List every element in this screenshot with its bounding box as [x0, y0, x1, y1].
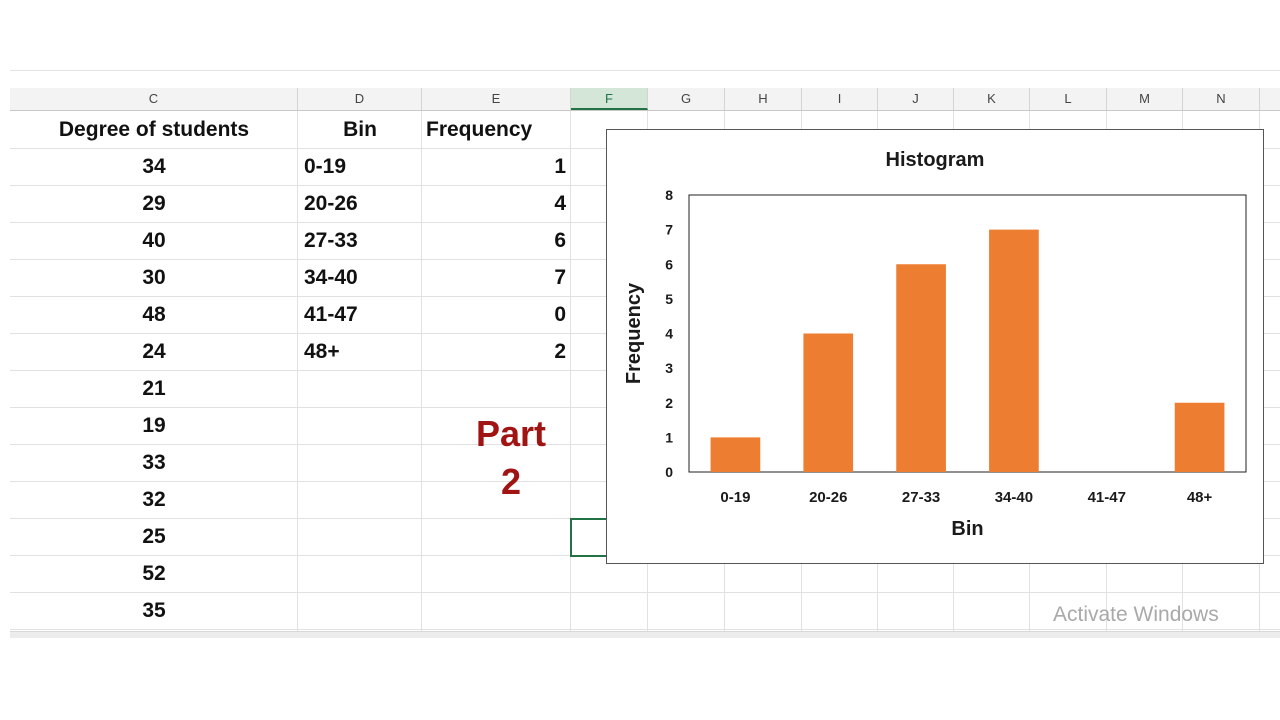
bin-cell[interactable]: 0-19	[304, 155, 347, 178]
histogram-bar	[896, 264, 946, 472]
degree-cell[interactable]: 52	[142, 562, 166, 585]
x-tick-label: 20-26	[809, 489, 847, 506]
degree-cell[interactable]: 35	[142, 599, 166, 622]
x-tick-label: 0-19	[720, 489, 750, 506]
grid-column-line	[570, 111, 571, 631]
degree-cell[interactable]: 21	[142, 377, 166, 400]
bin-cell[interactable]: 27-33	[304, 229, 358, 252]
column-header-k[interactable]: K	[954, 88, 1030, 110]
header-cell-degree[interactable]: Degree of students	[58, 118, 250, 141]
histogram-bar	[1174, 402, 1225, 472]
bin-cell[interactable]: 48+	[304, 340, 340, 363]
column-header-l[interactable]: L	[1030, 88, 1107, 110]
column-header-m[interactable]: M	[1107, 88, 1183, 110]
y-tick-label: 2	[665, 395, 673, 411]
degree-cell[interactable]: 40	[142, 229, 166, 252]
column-header-j[interactable]: J	[878, 88, 954, 110]
grid-row-line	[10, 592, 1280, 593]
y-tick-label: 7	[665, 222, 673, 238]
histogram-bar	[989, 229, 1039, 472]
x-tick-label: 34-40	[995, 489, 1033, 506]
degree-cell[interactable]: 48	[142, 303, 166, 326]
ribbon-edge	[10, 70, 1280, 89]
y-tick-label: 3	[665, 360, 673, 376]
degree-cell[interactable]: 32	[142, 488, 166, 511]
y-tick-label: 1	[665, 429, 673, 445]
column-header-n[interactable]: N	[1183, 88, 1260, 110]
histogram-bar	[803, 333, 854, 472]
x-tick-label: 48+	[1187, 489, 1213, 506]
part-annotation: Part 2	[466, 410, 556, 506]
degree-cell[interactable]: 29	[142, 192, 166, 215]
x-tick-label: 27-33	[902, 489, 940, 506]
grid-row-line	[10, 629, 1280, 630]
bin-cell[interactable]: 41-47	[304, 303, 358, 326]
part-annotation-number: 2	[500, 461, 522, 502]
degree-cell[interactable]: 19	[142, 414, 166, 437]
column-header-g[interactable]: G	[648, 88, 725, 110]
column-header-f[interactable]: F	[571, 88, 648, 110]
header-cell-frequency[interactable]: Frequency	[426, 118, 533, 141]
histogram-svg: Histogram 0 1 2 3 4 5 6 7 8 0-19 20-26 27-33 34-40 41-…	[623, 149, 1247, 540]
column-header-h[interactable]: H	[725, 88, 802, 110]
column-header-c[interactable]: C	[10, 88, 298, 110]
frequency-cell[interactable]: 0	[554, 303, 566, 326]
y-tick-label: 0	[665, 464, 673, 480]
x-tick-label: 41-47	[1088, 489, 1126, 506]
frequency-cell[interactable]: 1	[554, 155, 566, 178]
degree-cell[interactable]: 33	[142, 451, 166, 474]
degree-cell[interactable]: 25	[142, 525, 166, 548]
y-tick-label: 4	[665, 326, 673, 342]
column-header-e[interactable]: E	[422, 88, 571, 110]
part-annotation-word: Part	[475, 413, 547, 454]
degree-cell[interactable]: 24	[142, 340, 166, 363]
y-tick-label: 8	[665, 187, 673, 203]
degree-cell[interactable]: 30	[142, 266, 166, 289]
bin-cell[interactable]: 34-40	[304, 266, 358, 289]
frequency-cell[interactable]: 2	[554, 340, 566, 363]
frequency-cell[interactable]: 7	[554, 266, 566, 289]
y-tick-label: 5	[665, 291, 673, 307]
grid-column-line	[421, 111, 422, 631]
chart-title: Histogram	[886, 149, 985, 171]
y-axis-label: Frequency	[623, 282, 645, 384]
header-cell-bin[interactable]: Bin	[343, 118, 377, 141]
activate-windows-watermark: Activate Windows	[1053, 603, 1219, 626]
y-tick-label: 6	[665, 256, 673, 272]
plot-area-frame	[688, 194, 1247, 473]
column-header-d[interactable]: D	[298, 88, 422, 110]
horizontal-scrollbar[interactable]	[10, 631, 1280, 638]
frequency-cell[interactable]: 4	[554, 192, 566, 215]
frequency-cell[interactable]: 6	[554, 229, 566, 252]
histogram-chart[interactable]: Histogram 0 1 2 3 4 5 6 7 8 0-19 20-26 27-33 34-40 41-…	[606, 129, 1264, 564]
histogram-bar	[710, 437, 761, 472]
grid-column-line	[297, 111, 298, 631]
degree-cell[interactable]: 34	[142, 155, 166, 178]
x-axis-label: Bin	[951, 518, 983, 540]
bin-cell[interactable]: 20-26	[304, 192, 358, 215]
column-header-i[interactable]: I	[802, 88, 878, 110]
